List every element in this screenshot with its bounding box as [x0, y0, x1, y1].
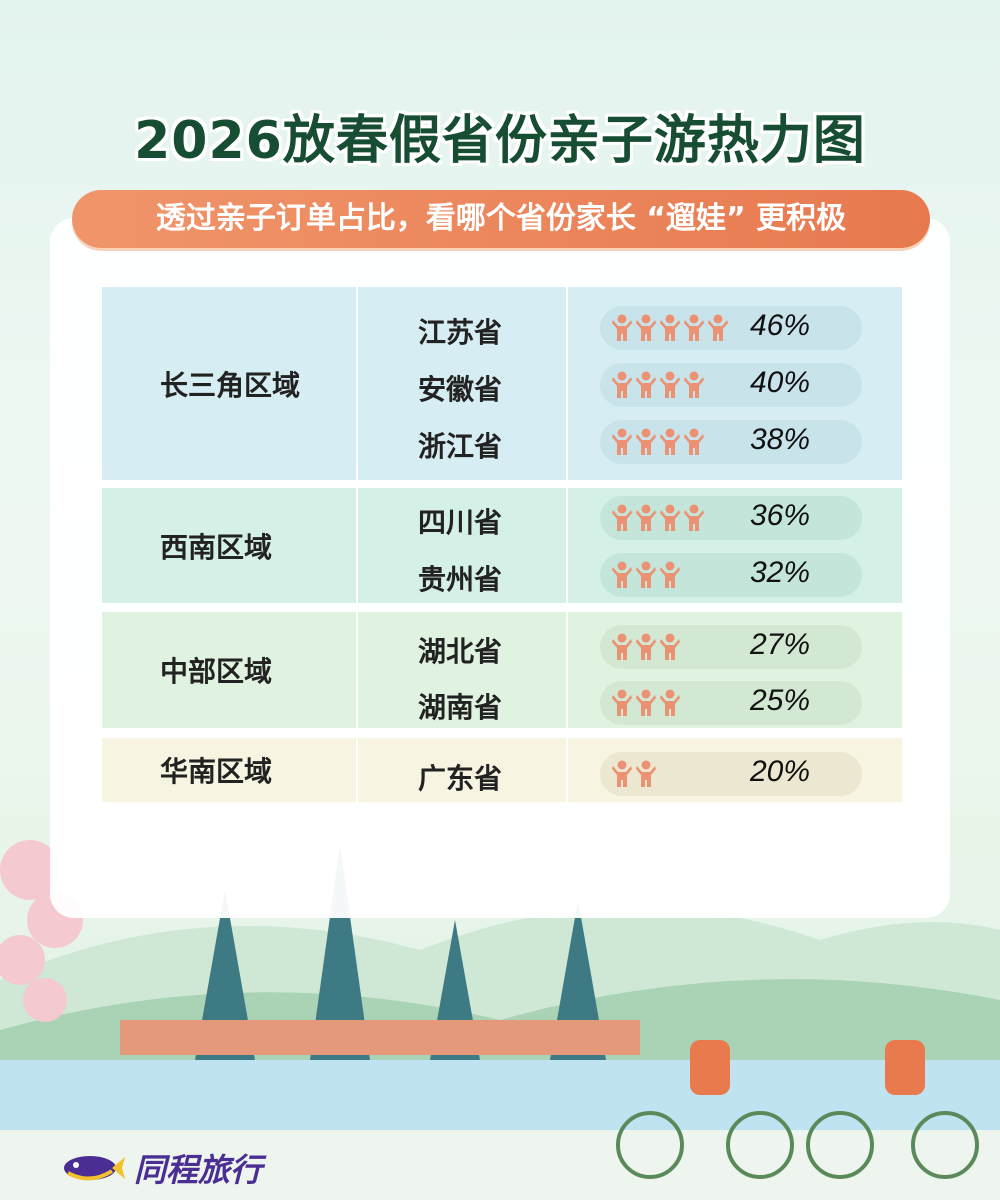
- percentage-bar: 40%: [600, 363, 862, 407]
- prov-cell: 四川省 贵州省: [358, 488, 566, 603]
- child-icon: [612, 633, 632, 661]
- bars-cell: 46% 40% 38%: [568, 287, 902, 480]
- province-name: 江苏省: [418, 316, 503, 349]
- child-icons: [612, 314, 728, 342]
- percentage-label: 27%: [750, 628, 811, 661]
- child-icon: [636, 689, 656, 717]
- brand-name: 同程旅行: [134, 1151, 263, 1189]
- child-icon: [660, 504, 680, 532]
- percentage-bar: 25%: [600, 681, 862, 725]
- child-icon: [636, 371, 656, 399]
- child-icon: [636, 561, 656, 589]
- percentage-label: 32%: [750, 556, 811, 589]
- child-icon: [684, 504, 704, 532]
- region-block: 长三角区域 江苏省 安徽省 浙江省 46% 40% 38%: [102, 287, 902, 480]
- child-icon: [636, 633, 656, 661]
- child-icon: [636, 428, 656, 456]
- child-icons: [612, 428, 704, 456]
- child-icon: [660, 314, 680, 342]
- child-icons: [612, 633, 680, 661]
- child-icon: [636, 314, 656, 342]
- bars-cell: 20%: [568, 738, 902, 802]
- percentage-label: 40%: [750, 366, 811, 399]
- province-name: 湖南省: [418, 691, 503, 724]
- percentage-label: 46%: [750, 309, 811, 342]
- province-name: 浙江省: [418, 430, 503, 463]
- bars-cell: 36% 32%: [568, 488, 902, 603]
- region-cell: 西南区域: [102, 488, 356, 603]
- province-name: 贵州省: [418, 563, 503, 596]
- child-icon: [636, 760, 656, 788]
- child-icon: [612, 314, 632, 342]
- region-block: 西南区域 四川省 贵州省 36% 32%: [102, 488, 902, 603]
- province-name: 安徽省: [418, 373, 503, 406]
- page-title: 2026放春假省份亲子游热力图: [134, 111, 866, 171]
- region-cell: 长三角区域: [102, 287, 356, 480]
- percentage-bar: 38%: [600, 420, 862, 464]
- child-icon: [660, 428, 680, 456]
- percentage-label: 36%: [750, 499, 811, 532]
- brand-fish-icon: [64, 1156, 125, 1181]
- child-icon: [612, 504, 632, 532]
- child-icon: [612, 760, 632, 788]
- province-name: 湖北省: [418, 635, 503, 668]
- child-icon: [684, 371, 704, 399]
- region-block: 中部区域 湖北省 湖南省 27% 25%: [102, 612, 902, 728]
- prov-cell: 江苏省 安徽省 浙江省: [358, 287, 566, 480]
- child-icons: [612, 760, 656, 788]
- child-icon: [660, 371, 680, 399]
- child-icon: [684, 314, 704, 342]
- child-icon: [660, 561, 680, 589]
- child-icons: [612, 504, 704, 532]
- prov-cell: 湖北省 湖南省: [358, 612, 566, 728]
- region-cell: 华南区域: [102, 738, 356, 802]
- percentage-bar: 32%: [600, 553, 862, 597]
- bars-cell: 27% 25%: [568, 612, 902, 728]
- percentage-bar: 36%: [600, 496, 862, 540]
- region-cell: 中部区域: [102, 612, 356, 728]
- child-icon: [660, 689, 680, 717]
- child-icons: [612, 561, 680, 589]
- child-icon: [708, 314, 728, 342]
- child-icon: [660, 633, 680, 661]
- child-icon: [612, 689, 632, 717]
- scenery-illustration: [0, 840, 1000, 1200]
- percentage-bar: 20%: [600, 752, 862, 796]
- province-name: 广东省: [418, 762, 503, 795]
- child-icons: [612, 689, 680, 717]
- percentage-label: 38%: [750, 423, 811, 456]
- percentage-label: 20%: [750, 755, 811, 788]
- prov-cell: 广东省: [358, 738, 566, 802]
- child-icon: [612, 371, 632, 399]
- child-icon: [612, 428, 632, 456]
- percentage-label: 25%: [750, 684, 811, 717]
- child-icon: [612, 561, 632, 589]
- region-block: 华南区域 广东省 20%: [102, 738, 902, 802]
- subtitle-banner: 透过亲子订单占比，看哪个省份家长 “遛娃” 更积极: [72, 190, 930, 248]
- child-icon: [636, 504, 656, 532]
- child-icon: [684, 428, 704, 456]
- child-icons: [612, 371, 704, 399]
- brand-logo: 同程旅行: [62, 1145, 262, 1191]
- percentage-bar: 46%: [600, 306, 862, 350]
- percentage-bar: 27%: [600, 625, 862, 669]
- province-name: 四川省: [418, 506, 503, 539]
